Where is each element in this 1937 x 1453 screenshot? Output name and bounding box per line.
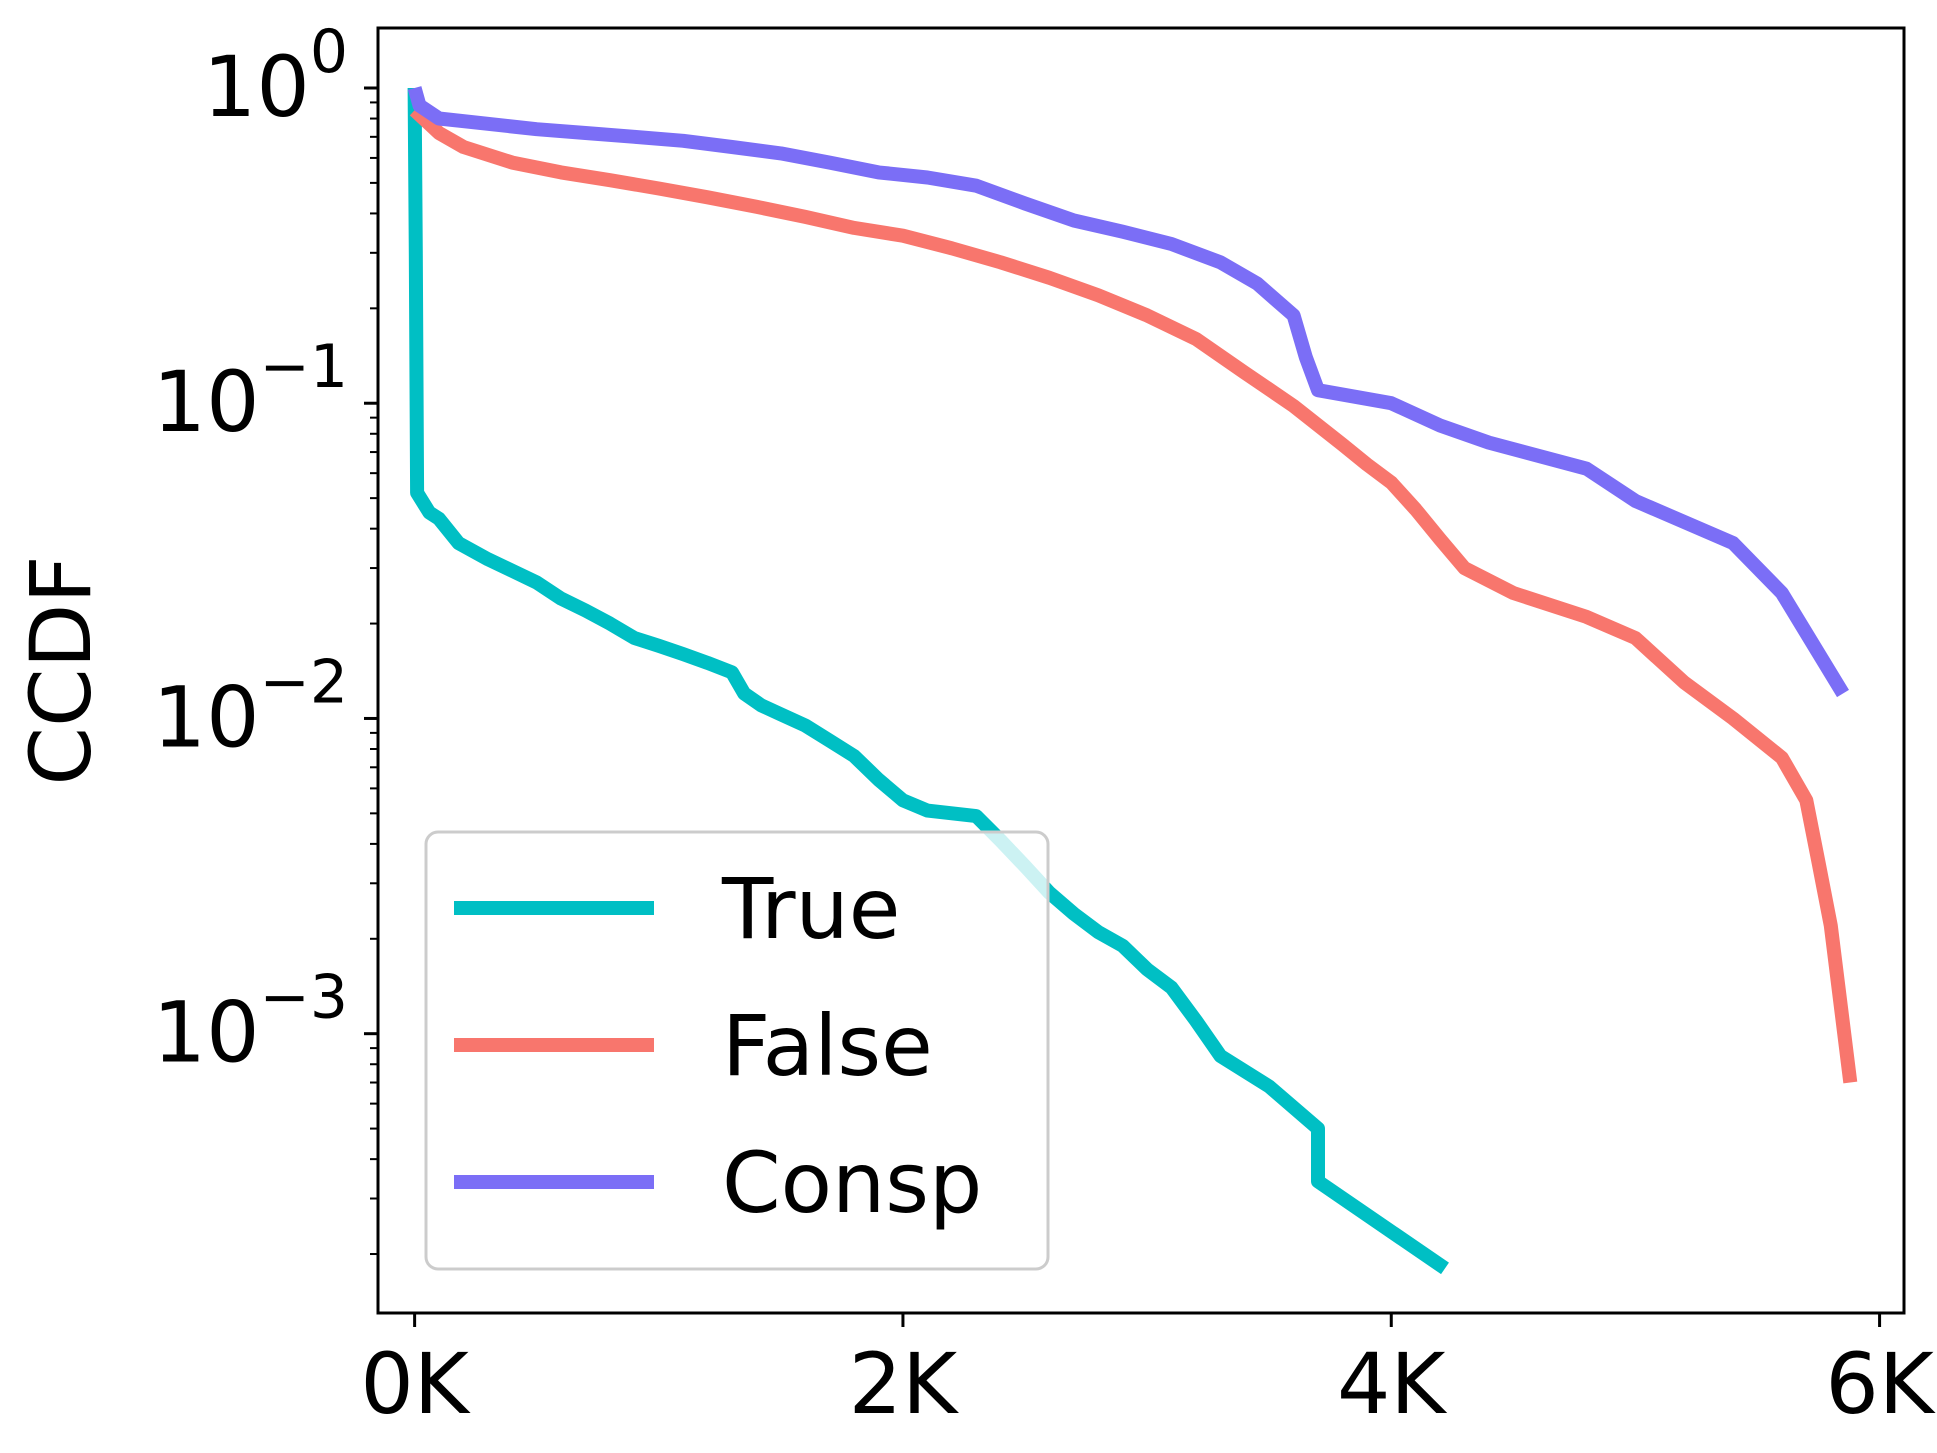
legend-label-true: True (721, 860, 900, 958)
series-line-consp (407, 86, 1849, 698)
x-axis: 0K 2K 4K 6K (360, 1313, 1936, 1433)
series-line-false (409, 105, 1858, 1084)
y-axis-title: CCDF (12, 555, 110, 785)
series-layer (407, 86, 1858, 1275)
y-axis: 100 10−1 10−2 10−3 (153, 17, 378, 1256)
legend-box (424, 830, 1050, 1271)
plot-area (376, 26, 1906, 1315)
x-tick-label: 4K (1337, 1335, 1447, 1433)
legend-label-false: False (722, 997, 933, 1095)
y-tick-label: 10−2 (153, 647, 348, 766)
legend-label-consp: Consp (722, 1134, 982, 1232)
legend-items: True False Consp (454, 860, 982, 1232)
legend: True False Consp (424, 830, 1050, 1271)
x-tick-label: 2K (849, 1335, 959, 1433)
y-tick-label: 100 (203, 17, 348, 136)
series-line-true (407, 87, 1449, 1275)
plot-frame (376, 26, 1906, 1315)
x-tick-label: 6K (1825, 1335, 1935, 1433)
y-tick-label: 10−1 (153, 332, 348, 451)
y-tick-label: 10−3 (153, 963, 348, 1082)
x-tick-label: 0K (360, 1335, 470, 1433)
